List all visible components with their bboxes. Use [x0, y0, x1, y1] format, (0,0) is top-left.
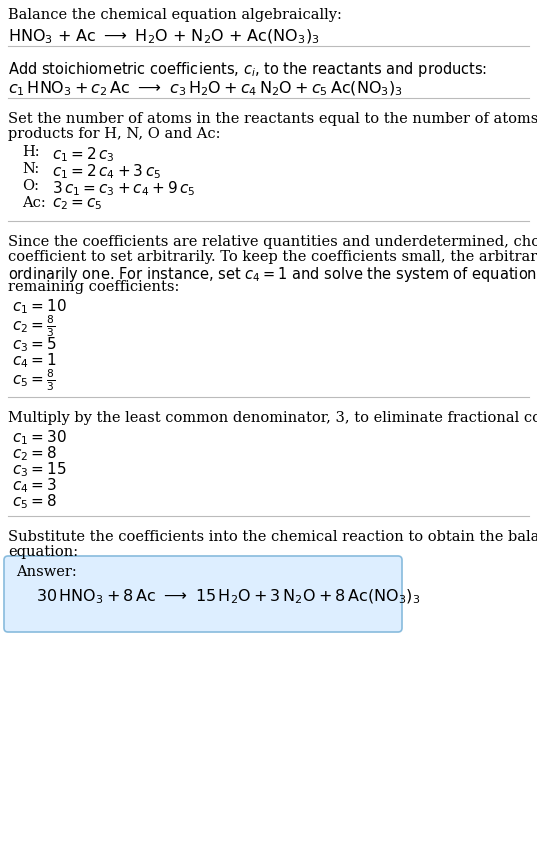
Text: $c_5 = 8$: $c_5 = 8$: [12, 492, 57, 511]
FancyBboxPatch shape: [4, 556, 402, 632]
Text: Add stoichiometric coefficients, $c_i$, to the reactants and products:: Add stoichiometric coefficients, $c_i$, …: [8, 60, 487, 79]
Text: $30\,\mathrm{HNO_3} + 8\,\mathrm{Ac}\ \longrightarrow\ 15\,\mathrm{H_2O} + 3\,\m: $30\,\mathrm{HNO_3} + 8\,\mathrm{Ac}\ \l…: [36, 588, 420, 607]
Text: $c_1 = 10$: $c_1 = 10$: [12, 297, 67, 316]
Text: $c_4 = 1$: $c_4 = 1$: [12, 351, 56, 370]
Text: Substitute the coefficients into the chemical reaction to obtain the balanced: Substitute the coefficients into the che…: [8, 530, 537, 544]
Text: equation:: equation:: [8, 545, 78, 559]
Text: $c_3 = 5$: $c_3 = 5$: [12, 335, 57, 353]
Text: Answer:: Answer:: [16, 565, 77, 579]
Text: $c_2 = \frac{8}{3}$: $c_2 = \frac{8}{3}$: [12, 313, 55, 339]
Text: $c_3 = 15$: $c_3 = 15$: [12, 460, 67, 479]
Text: Ac:: Ac:: [22, 196, 46, 210]
Text: H:: H:: [22, 145, 40, 159]
Text: $c_2 = 8$: $c_2 = 8$: [12, 444, 57, 462]
Text: $c_5 = \frac{8}{3}$: $c_5 = \frac{8}{3}$: [12, 367, 55, 393]
Text: $c_4 = 3$: $c_4 = 3$: [12, 476, 57, 495]
Text: O:: O:: [22, 179, 39, 193]
Text: Balance the chemical equation algebraically:: Balance the chemical equation algebraica…: [8, 8, 342, 22]
Text: Set the number of atoms in the reactants equal to the number of atoms in the: Set the number of atoms in the reactants…: [8, 112, 537, 126]
Text: N:: N:: [22, 162, 39, 176]
Text: $c_2 = c_5$: $c_2 = c_5$: [52, 196, 103, 212]
Text: products for H, N, O and Ac:: products for H, N, O and Ac:: [8, 127, 221, 141]
Text: Multiply by the least common denominator, 3, to eliminate fractional coefficient: Multiply by the least common denominator…: [8, 411, 537, 425]
Text: Since the coefficients are relative quantities and underdetermined, choose a: Since the coefficients are relative quan…: [8, 235, 537, 249]
Text: ordinarily one. For instance, set $c_4 = 1$ and solve the system of equations fo: ordinarily one. For instance, set $c_4 =…: [8, 265, 537, 284]
Text: $\mathrm{HNO_3}$ + Ac $\longrightarrow$ $\mathrm{H_2O}$ + $\mathrm{N_2O}$ + $\ma: $\mathrm{HNO_3}$ + Ac $\longrightarrow$ …: [8, 28, 320, 46]
Text: $c_1 = 2\,c_4 + 3\,c_5$: $c_1 = 2\,c_4 + 3\,c_5$: [52, 162, 161, 181]
Text: coefficient to set arbitrarily. To keep the coefficients small, the arbitrary va: coefficient to set arbitrarily. To keep …: [8, 250, 537, 264]
Text: $c_1 = 30$: $c_1 = 30$: [12, 428, 67, 447]
Text: remaining coefficients:: remaining coefficients:: [8, 280, 179, 294]
Text: $c_1 = 2\,c_3$: $c_1 = 2\,c_3$: [52, 145, 115, 164]
Text: $3\,c_1 = c_3 + c_4 + 9\,c_5$: $3\,c_1 = c_3 + c_4 + 9\,c_5$: [52, 179, 195, 197]
Text: $c_1\,\mathrm{HNO_3} + c_2\,\mathrm{Ac}\ \longrightarrow\ c_3\,\mathrm{H_2O} + c: $c_1\,\mathrm{HNO_3} + c_2\,\mathrm{Ac}\…: [8, 80, 403, 99]
